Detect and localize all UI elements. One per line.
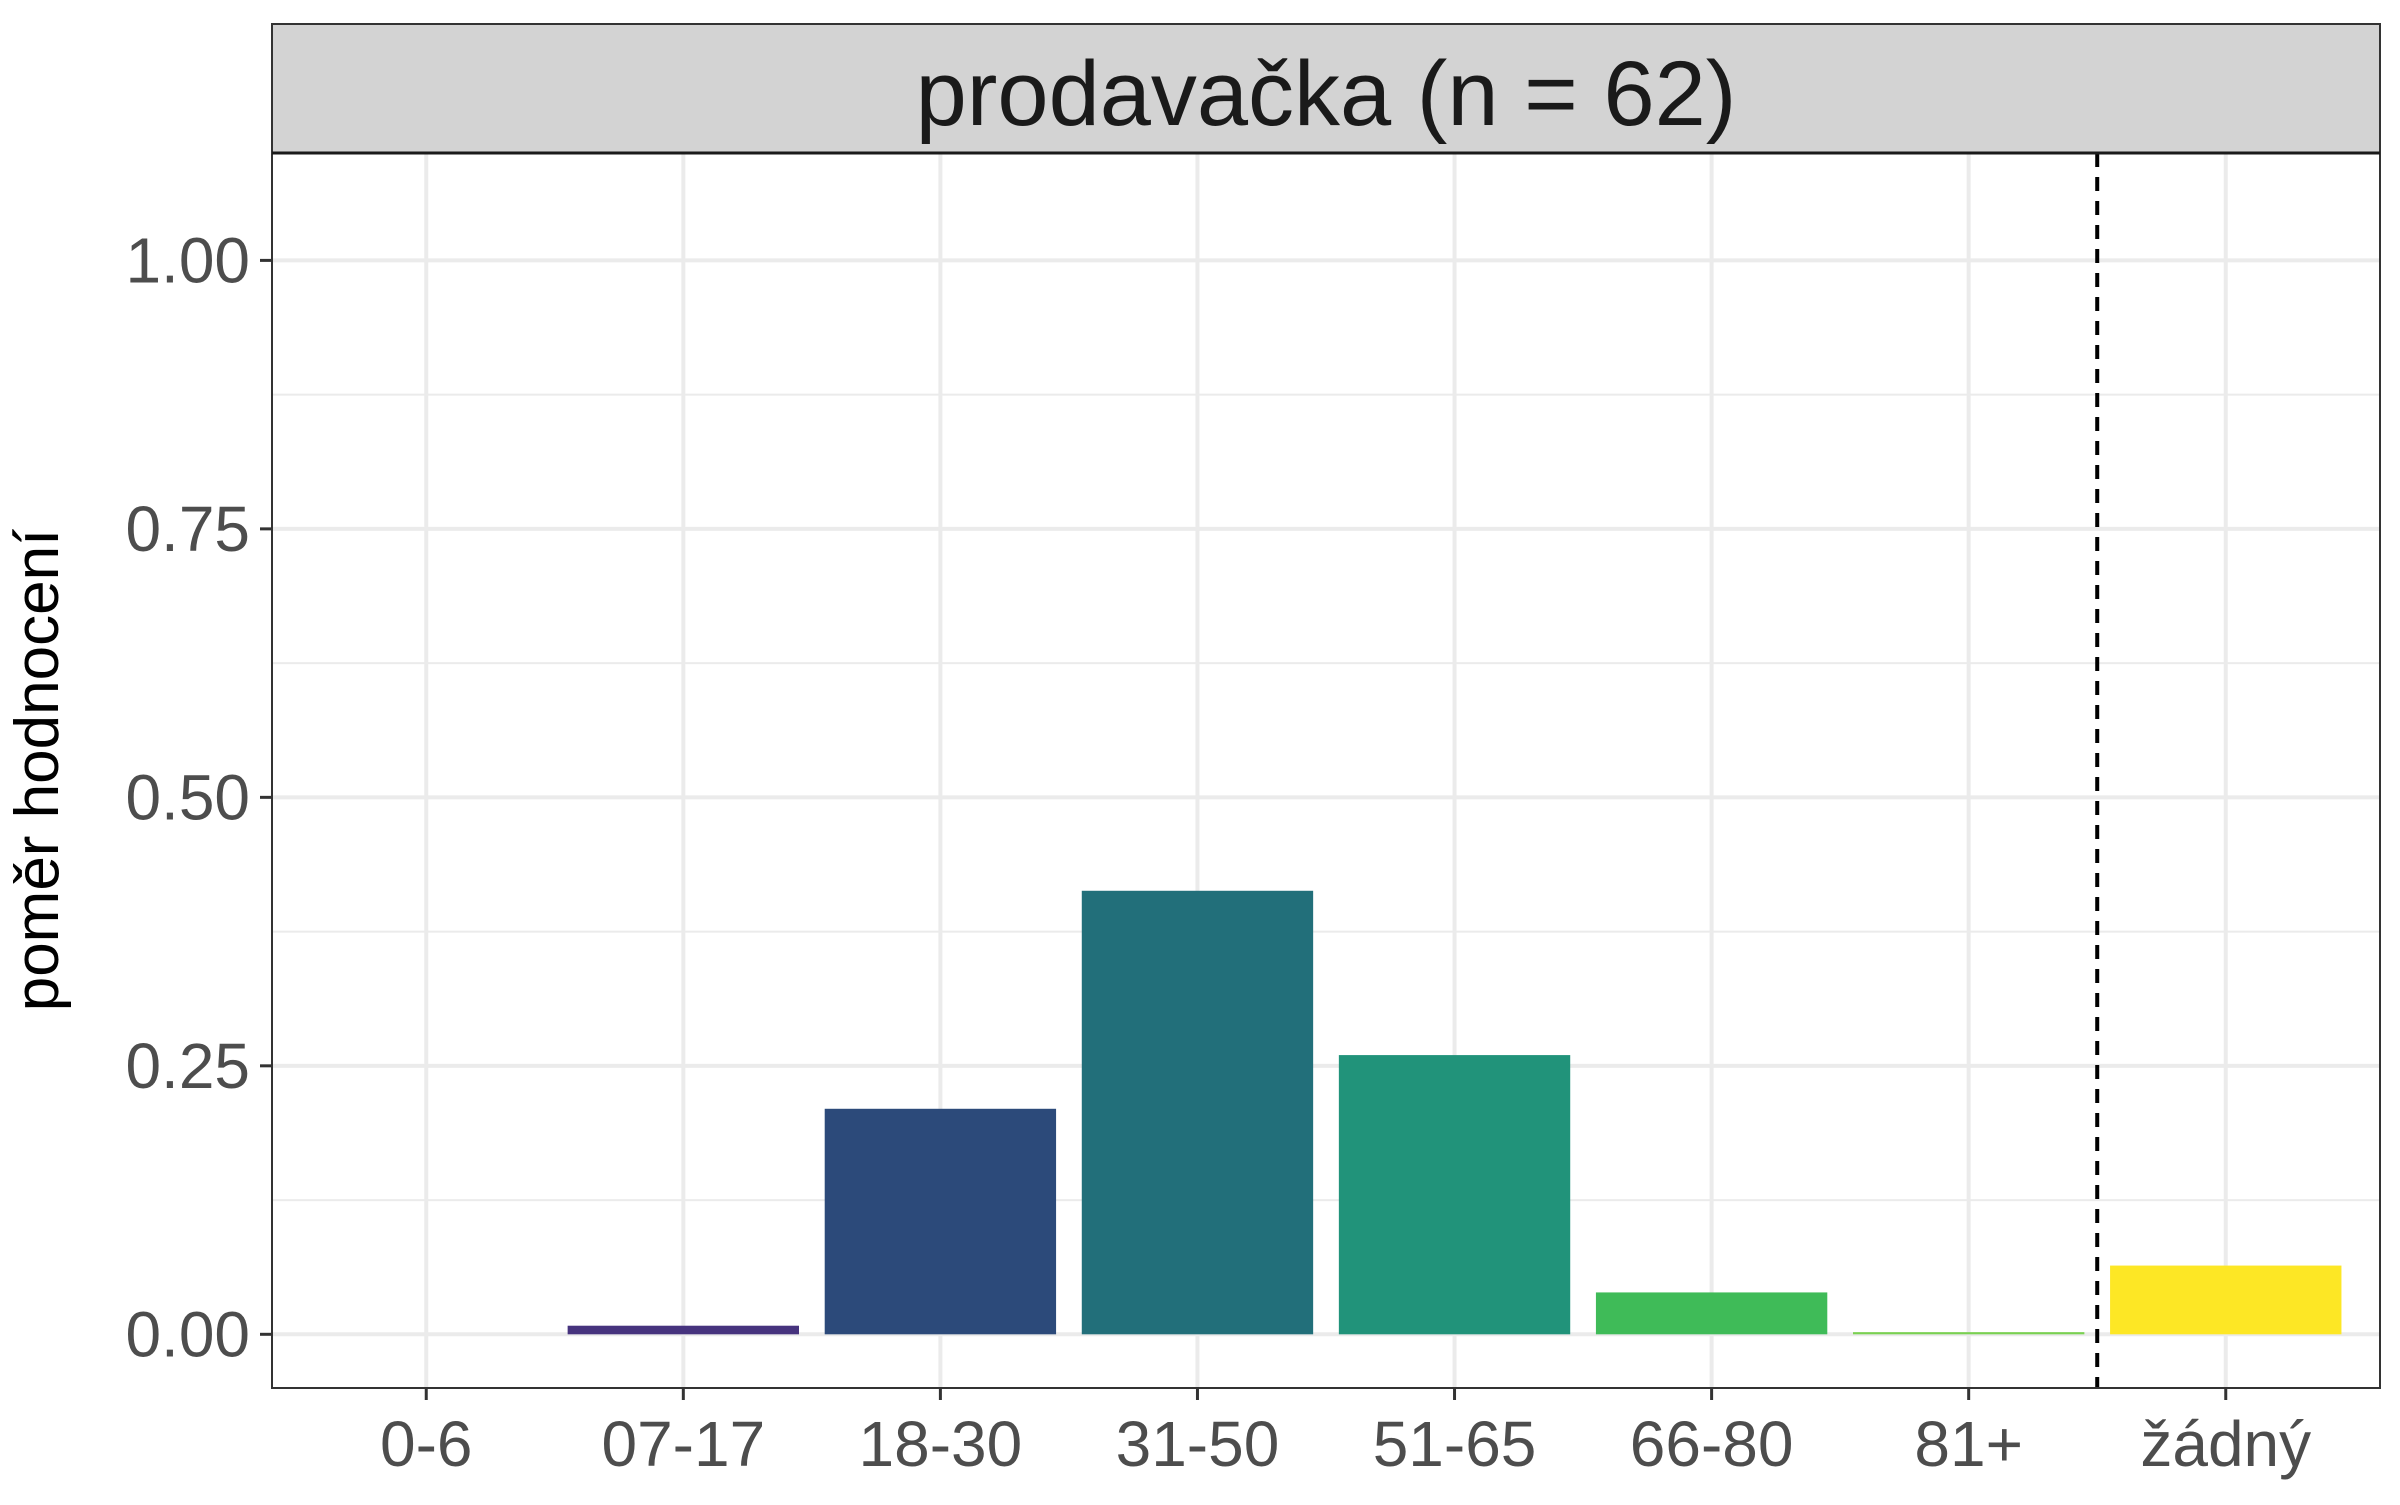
- x-tick-label: žádný: [2140, 1408, 2311, 1480]
- x-tick-label: 66-80: [1630, 1408, 1794, 1480]
- x-tick-label: 51-65: [1373, 1408, 1537, 1480]
- x-tick-label: 31-50: [1116, 1408, 1280, 1480]
- y-tick-label: 0.00: [125, 1298, 250, 1370]
- bar-66-80: [1595, 1292, 1828, 1335]
- bar-07-17: [567, 1325, 799, 1335]
- grid-lines: [272, 153, 2380, 1388]
- bar-81+: [1853, 1332, 2085, 1335]
- bars: [567, 890, 2342, 1335]
- x-axis: 0-6 07-17 18-30 31-50 51-65 66-80 81+ žádný: [380, 1388, 2311, 1480]
- bar-18-30: [824, 1108, 1057, 1335]
- y-axis: 0.00 0.25 0.50 0.75 1.00: [125, 224, 272, 1370]
- bar-31-50: [1081, 890, 1314, 1335]
- panel-background: [272, 153, 2380, 1388]
- x-tick-label: 07-17: [601, 1408, 765, 1480]
- bar-51-65: [1338, 1055, 1571, 1335]
- y-tick-label: 1.00: [125, 224, 250, 296]
- y-tick-label: 0.75: [125, 493, 250, 565]
- facet-title: prodavačka (n = 62): [916, 43, 1737, 145]
- x-tick-label: 18-30: [859, 1408, 1023, 1480]
- facet-strip: [271, 23, 2381, 154]
- y-tick-label: 0.25: [125, 1030, 250, 1102]
- y-tick-label: 0.50: [125, 761, 250, 833]
- x-tick-label: 81+: [1914, 1408, 2023, 1480]
- x-tick-label: 0-6: [380, 1408, 473, 1480]
- y-axis-label: poměr hodnocení: [3, 529, 72, 1012]
- bar-žádný: [2110, 1265, 2342, 1335]
